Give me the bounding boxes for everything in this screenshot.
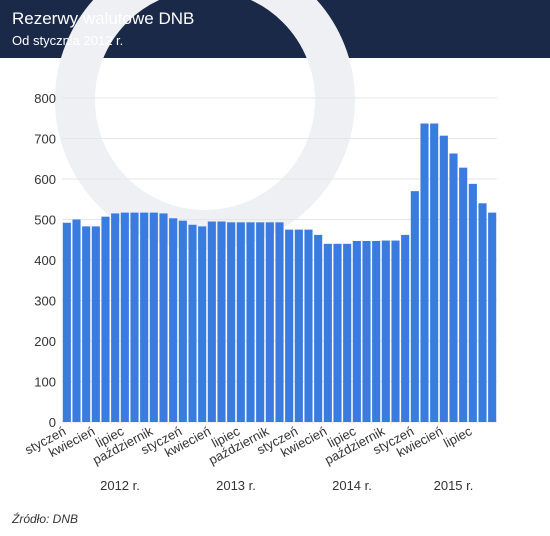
bar — [294, 229, 303, 422]
source: Źródło: DNB — [11, 511, 78, 526]
bar — [207, 221, 216, 422]
bar — [430, 123, 439, 422]
bar — [314, 234, 323, 422]
bar — [352, 240, 361, 422]
bar — [410, 191, 419, 422]
bar — [323, 243, 332, 422]
bar — [391, 240, 400, 422]
bar — [420, 123, 429, 422]
bar — [488, 212, 497, 422]
bar — [149, 212, 158, 422]
bar — [401, 234, 410, 422]
bar — [217, 221, 226, 422]
y-tick-label: 100 — [34, 375, 56, 390]
year-label: 2015 r. — [434, 478, 474, 493]
bar — [91, 226, 100, 422]
bar — [169, 218, 178, 422]
bar — [120, 212, 129, 422]
y-tick-label: 500 — [34, 213, 56, 228]
bar — [304, 229, 313, 422]
bar — [439, 135, 448, 423]
chart-title: Rezerwy walutowe DNB — [12, 9, 194, 28]
bar — [140, 212, 149, 422]
bar — [265, 222, 274, 422]
bar — [72, 219, 81, 422]
year-label: 2013 r. — [216, 478, 256, 493]
bar — [256, 222, 265, 422]
bar — [343, 243, 352, 422]
bar — [159, 213, 168, 422]
y-tick-label: 600 — [34, 172, 56, 187]
bar — [478, 203, 487, 422]
bar — [62, 222, 71, 422]
year-label: 2012 r. — [100, 478, 140, 493]
y-tick-label: 700 — [34, 132, 56, 147]
bar — [178, 220, 187, 422]
bar — [188, 224, 197, 422]
chart-subtitle: Od stycznia 2012 r. — [12, 33, 123, 48]
bar — [82, 226, 91, 422]
bar — [227, 222, 236, 422]
y-tick-label: 800 — [34, 91, 56, 106]
y-tick-label: 200 — [34, 334, 56, 349]
bar — [111, 213, 120, 422]
bar — [372, 240, 381, 422]
bar — [381, 240, 390, 422]
bar — [459, 167, 468, 422]
y-tick-label: 300 — [34, 294, 56, 309]
bar — [198, 226, 207, 422]
bar — [101, 216, 110, 422]
bar — [130, 212, 139, 422]
bar — [449, 153, 458, 423]
bar — [236, 222, 245, 422]
y-tick-label: 0 — [49, 415, 56, 430]
y-tick-label: 400 — [34, 253, 56, 268]
bar — [362, 240, 371, 422]
bar — [285, 229, 294, 422]
bar — [468, 183, 477, 422]
bar — [275, 222, 284, 422]
year-label: 2014 r. — [332, 478, 372, 493]
bar — [333, 243, 342, 422]
bar — [246, 222, 255, 422]
